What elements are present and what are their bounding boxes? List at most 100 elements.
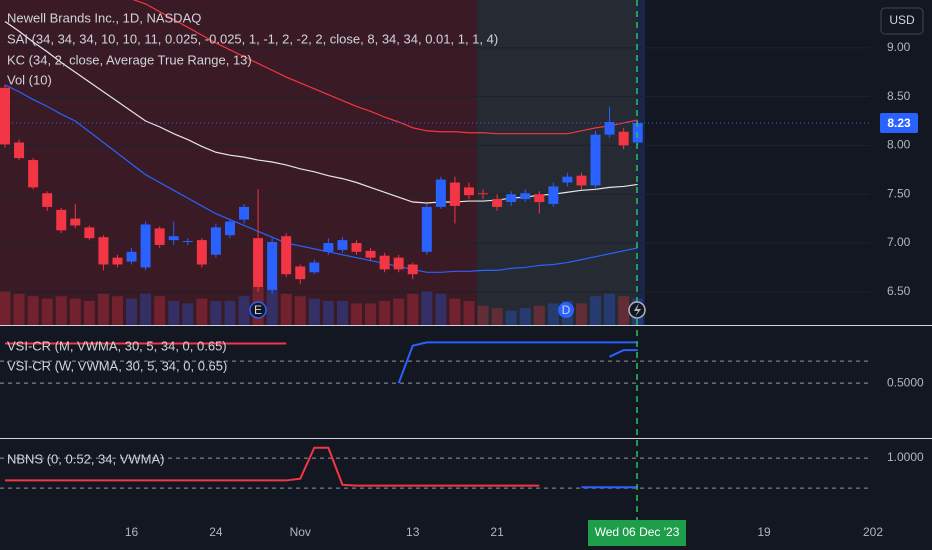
volume-bar	[168, 301, 180, 325]
candle-body	[604, 121, 615, 135]
indicator-line	[5, 446, 540, 487]
event-icon[interactable]	[558, 302, 574, 318]
pane-label: NBNS (0, 0.52, 34, VWMA)	[7, 451, 165, 466]
candle-body	[281, 236, 292, 275]
x-tick-label: Nov	[290, 525, 311, 539]
y-tick-label: 7.00	[887, 235, 911, 249]
candle-body	[492, 199, 503, 207]
candle-body	[182, 241, 193, 243]
volume-bar	[351, 303, 362, 325]
x-tick-label: 202	[863, 525, 883, 539]
candle-body	[224, 221, 235, 236]
kc-line	[4, 84, 638, 273]
candle-body	[295, 266, 306, 280]
volume-bar	[308, 298, 320, 325]
legend-entry: SAI (34, 34, 34, 10, 10, 11, 0.025, -0.0…	[7, 31, 498, 46]
volume-bar	[140, 293, 152, 325]
pane-label: VSI-CR (W, VWMA, 30, 5, 34, 0, 0.65)	[7, 358, 227, 373]
event-label: D	[562, 303, 571, 317]
volume-bar	[266, 289, 278, 325]
crosshair-date: Wed 06 Dec '23	[595, 525, 680, 539]
candle-body	[478, 193, 489, 195]
x-tick-label: 16	[125, 525, 139, 539]
last-price-box	[880, 112, 918, 133]
volume-bar	[182, 303, 194, 325]
volume-bar	[280, 293, 292, 325]
volume-bar	[55, 296, 67, 325]
candle-body	[239, 206, 250, 220]
candle-body	[154, 228, 165, 245]
candle-body	[56, 209, 67, 231]
event-label: E	[254, 303, 262, 317]
volume-bar	[379, 301, 391, 325]
volume-bar	[604, 293, 616, 325]
legend-entry: Vol (10)	[7, 72, 52, 87]
candle-body	[576, 175, 587, 186]
candle-body	[337, 240, 348, 250]
x-tick-label: 24	[209, 525, 223, 539]
volume-bar	[421, 291, 433, 325]
currency-box[interactable]	[880, 7, 924, 35]
candle-body	[84, 227, 95, 239]
volume-bar	[238, 296, 250, 325]
volume-bar	[590, 296, 602, 325]
candle-body	[407, 264, 418, 275]
volume-bar	[126, 298, 138, 325]
volume-bar	[196, 298, 208, 325]
volume-bar	[294, 296, 306, 325]
volume-bar	[575, 303, 587, 325]
candle-body	[562, 176, 573, 183]
candle-body	[267, 242, 278, 290]
x-tick-label: 19	[757, 525, 771, 539]
candle-body	[309, 262, 320, 273]
volume-bar	[322, 301, 334, 325]
event-icon[interactable]	[249, 301, 267, 319]
volume-bar	[491, 308, 503, 325]
volume-bar	[83, 301, 95, 325]
region-blue	[637, 0, 645, 325]
candle-body	[463, 187, 474, 196]
volume-bar	[41, 298, 53, 325]
volume-bar	[533, 305, 545, 325]
volume-bar	[519, 308, 531, 325]
region-red	[0, 0, 477, 325]
candle-body	[168, 236, 179, 241]
candle-body	[421, 206, 432, 252]
volume-bar	[97, 293, 109, 325]
pane-label: VSI-CR (M, VWMA, 30, 5, 34, 0, 0.65)	[7, 338, 227, 353]
y-tick-label: 7.50	[887, 186, 911, 200]
candle-body	[323, 243, 334, 252]
volume-bar	[111, 296, 123, 325]
indicator-line	[397, 341, 638, 384]
x-tick-label: 13	[406, 525, 420, 539]
candle-body	[506, 194, 517, 203]
candle-body	[0, 87, 10, 145]
kc-line	[4, 20, 638, 204]
volume-bar	[0, 291, 11, 325]
last-price: 8.23	[887, 116, 911, 130]
volume-bar	[13, 293, 25, 325]
volume-bar	[393, 298, 405, 325]
y-tick-label: 1.0000	[887, 450, 924, 464]
candle-body	[28, 160, 39, 188]
x-tick-label: 21	[490, 525, 504, 539]
candle-body	[548, 186, 559, 204]
candle-body	[590, 134, 601, 186]
volume-bar	[365, 303, 377, 325]
volume-bar	[618, 296, 630, 325]
candle-body	[210, 227, 221, 255]
volume-bar	[407, 293, 419, 325]
legend-entry: KC (34, 2, close, Average True Range, 13…	[7, 52, 252, 67]
candle-body	[379, 255, 390, 270]
candle-body	[196, 240, 207, 265]
candle-body	[126, 251, 137, 262]
candle-body	[98, 237, 109, 265]
region-gray	[477, 0, 637, 325]
y-tick-label: 9.00	[887, 40, 911, 54]
volume-bar	[435, 293, 447, 325]
volume-bar	[27, 296, 39, 325]
currency: USD	[889, 13, 915, 27]
indicator-line	[609, 349, 638, 358]
candle-body	[365, 250, 376, 258]
